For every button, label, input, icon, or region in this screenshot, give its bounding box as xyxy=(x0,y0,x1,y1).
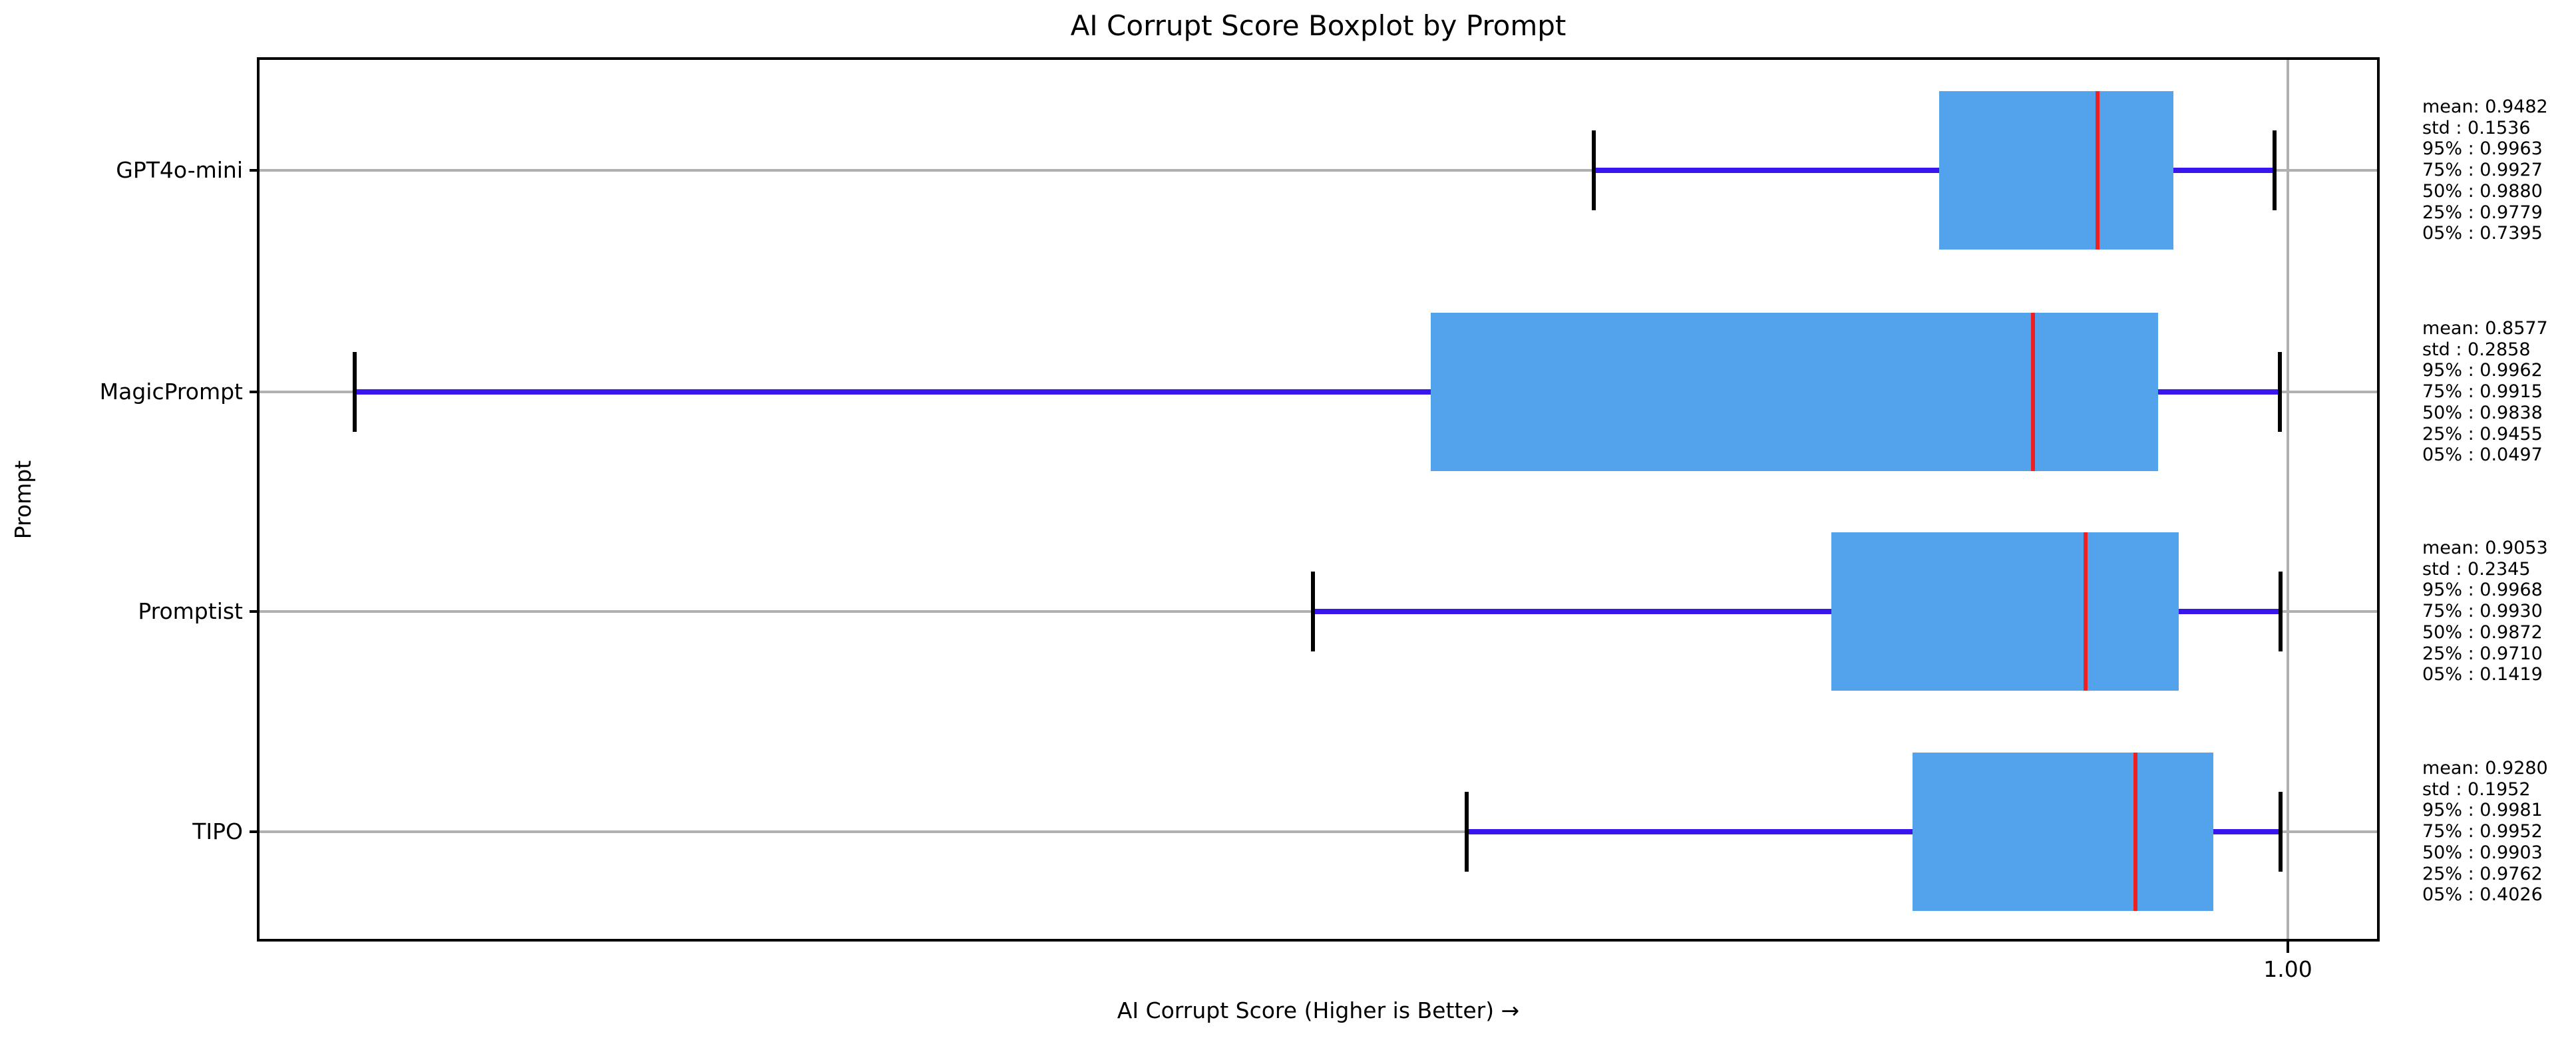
y-tick-MagicPrompt xyxy=(250,391,258,393)
box-GPT4o-mini xyxy=(1939,91,2173,250)
stats-line: 25% : 0.9455 xyxy=(2422,423,2543,444)
y-tick-GPT4o-mini xyxy=(250,169,258,172)
stats-line: 50% : 0.9880 xyxy=(2422,180,2543,202)
stats-line: 75% : 0.9930 xyxy=(2422,601,2543,622)
stats-line: 95% : 0.9962 xyxy=(2422,360,2543,381)
whisker-line-right xyxy=(2213,829,2281,834)
median-line-GPT4o-mini xyxy=(2096,91,2100,250)
stats-block-TIPO: mean: 0.9280 std : 0.1952 95% : 0.9981 75% … xyxy=(2422,758,2576,906)
box-TIPO xyxy=(1913,753,2213,911)
row-label-GPT4o-mini: GPT4o-mini xyxy=(116,157,243,183)
stats-line: 50% : 0.9903 xyxy=(2422,842,2543,863)
stats-line: 25% : 0.9762 xyxy=(2422,863,2543,884)
y-axis-label: Prompt xyxy=(10,460,36,540)
stats-line: 05% : 0.0497 xyxy=(2422,444,2543,466)
x-axis-label: AI Corrupt Score (Higher is Better) → xyxy=(1117,997,1520,1023)
stats-line: 75% : 0.9915 xyxy=(2422,381,2543,403)
stats-line: 25% : 0.9710 xyxy=(2422,643,2543,664)
stats-line: std : 0.1952 xyxy=(2422,779,2531,800)
stats-line: std : 0.2345 xyxy=(2422,558,2531,580)
y-gridline-GPT4o-mini xyxy=(258,169,2378,172)
whisker-line-left xyxy=(1594,168,1939,173)
stats-line: std : 0.2858 xyxy=(2422,339,2531,360)
median-line-TIPO xyxy=(2133,753,2137,911)
median-line-Promptist xyxy=(2084,532,2088,691)
row-label-Promptist: Promptist xyxy=(138,598,243,624)
stats-line: 75% : 0.9952 xyxy=(2422,821,2543,842)
stats-line: 05% : 0.1419 xyxy=(2422,664,2543,685)
whisker-line-left xyxy=(355,389,1431,395)
y-tick-TIPO xyxy=(250,830,258,833)
stats-block-GPT4o-mini: mean: 0.9482 std : 0.1536 95% : 0.9963 75% … xyxy=(2422,96,2576,244)
stats-line: mean: 0.9280 xyxy=(2422,758,2548,779)
chart-title: AI Corrupt Score Boxplot by Prompt xyxy=(1070,9,1566,42)
stats-block-MagicPrompt: mean: 0.8577 std : 0.2858 95% : 0.9962 75% … xyxy=(2422,318,2576,466)
row-label-TIPO: TIPO xyxy=(192,818,243,844)
row-label-MagicPrompt: MagicPrompt xyxy=(99,379,243,405)
stats-line: 50% : 0.9872 xyxy=(2422,621,2543,643)
stats-line: std : 0.1536 xyxy=(2422,117,2531,138)
whisker-cap-right xyxy=(2278,352,2282,432)
median-line-MagicPrompt xyxy=(2031,313,2035,471)
x-tick-label: 1.00 xyxy=(2263,956,2312,982)
y-tick-Promptist xyxy=(250,610,258,613)
stats-line: 75% : 0.9927 xyxy=(2422,160,2543,181)
stats-line: 50% : 0.9838 xyxy=(2422,402,2543,423)
stats-line: 95% : 0.9968 xyxy=(2422,580,2543,601)
stats-line: mean: 0.9482 xyxy=(2422,96,2548,117)
plot-area xyxy=(258,59,2378,940)
stats-line: 95% : 0.9963 xyxy=(2422,138,2543,160)
whisker-line-left xyxy=(1467,829,1913,834)
stats-line: 25% : 0.9779 xyxy=(2422,202,2543,223)
x-tick-mark xyxy=(2287,942,2289,953)
stats-line: mean: 0.8577 xyxy=(2422,318,2548,339)
box-Promptist xyxy=(1831,532,2179,691)
y-gridline-TIPO xyxy=(258,830,2378,833)
whisker-cap-left xyxy=(1592,130,1596,210)
whisker-line-right xyxy=(2179,609,2281,614)
whisker-line-right xyxy=(2173,168,2275,173)
stats-line: 05% : 0.7395 xyxy=(2422,223,2543,244)
whisker-cap-left xyxy=(1311,572,1315,651)
stats-block-Promptist: mean: 0.9053 std : 0.2345 95% : 0.9968 75% … xyxy=(2422,538,2576,685)
whisker-cap-right xyxy=(2279,572,2283,651)
box-MagicPrompt xyxy=(1431,313,2158,471)
whisker-line-right xyxy=(2158,389,2280,395)
whisker-cap-left xyxy=(1465,792,1469,872)
stats-line: 95% : 0.9981 xyxy=(2422,800,2543,821)
stats-line: mean: 0.9053 xyxy=(2422,538,2548,558)
whisker-cap-left xyxy=(353,352,357,432)
x-gridline-1.00 xyxy=(2287,59,2289,940)
whisker-cap-right xyxy=(2279,792,2283,872)
whisker-cap-right xyxy=(2273,130,2277,210)
whisker-line-left xyxy=(1313,609,1831,614)
stats-line: 05% : 0.4026 xyxy=(2422,884,2543,906)
